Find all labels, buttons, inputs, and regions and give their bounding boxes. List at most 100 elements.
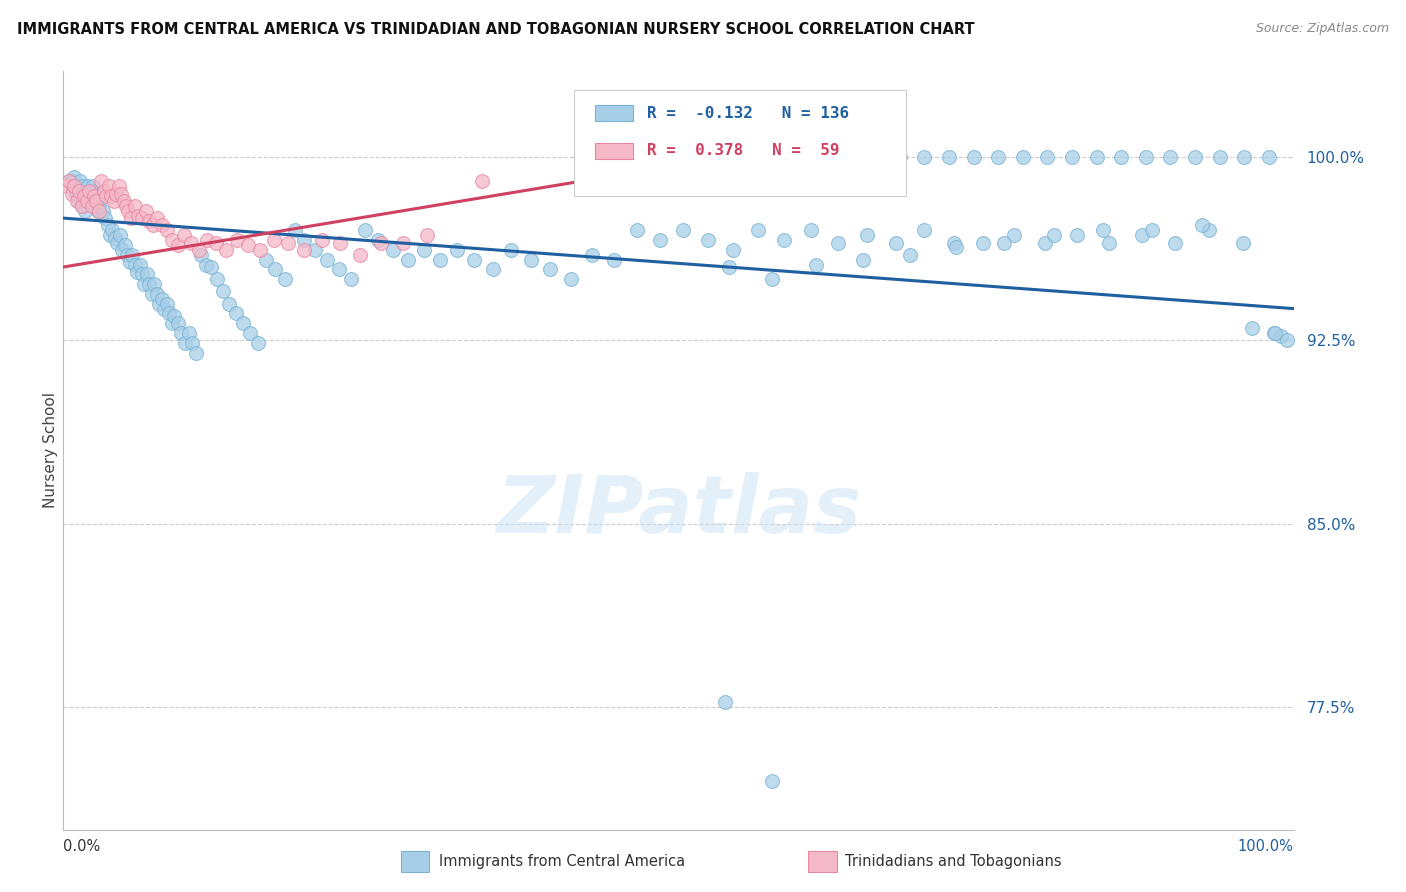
Point <box>67 189 90 203</box>
Point <box>914 150 936 164</box>
Point <box>105 186 128 201</box>
Point <box>181 335 204 350</box>
Point <box>914 223 936 237</box>
Point <box>1277 334 1299 348</box>
Point <box>1270 328 1292 343</box>
Point <box>205 235 228 250</box>
Point <box>249 243 271 257</box>
Point <box>143 277 166 292</box>
Point <box>264 262 287 277</box>
Point <box>76 179 98 194</box>
Text: 0.0%: 0.0% <box>63 839 100 855</box>
Point <box>117 203 139 218</box>
Point <box>120 211 142 226</box>
Point <box>77 186 100 201</box>
Point <box>277 235 299 250</box>
Point <box>761 773 783 788</box>
Point <box>87 203 110 218</box>
Point <box>1264 326 1286 340</box>
Point <box>1184 150 1206 164</box>
Point <box>1012 150 1035 164</box>
Point <box>69 174 91 188</box>
Point <box>349 248 371 262</box>
Point <box>73 186 96 201</box>
Point <box>83 189 105 203</box>
Point <box>80 199 103 213</box>
Point <box>214 243 236 257</box>
Point <box>98 228 121 243</box>
Point <box>200 260 222 274</box>
Point <box>150 219 173 233</box>
Point <box>328 262 350 277</box>
Point <box>993 235 1015 250</box>
Point <box>765 153 787 167</box>
Point <box>370 235 392 250</box>
Point <box>66 194 89 208</box>
Point <box>96 219 118 233</box>
Point <box>86 194 108 208</box>
Point <box>66 179 89 194</box>
Bar <box>595 143 633 160</box>
Point <box>124 258 146 272</box>
Point <box>1263 326 1285 340</box>
Text: Source: ZipAtlas.com: Source: ZipAtlas.com <box>1256 22 1389 36</box>
Point <box>186 345 208 359</box>
Point <box>815 150 838 164</box>
Point <box>1160 150 1182 164</box>
Point <box>138 277 160 292</box>
Point <box>138 213 160 227</box>
Point <box>804 258 827 272</box>
Point <box>292 233 315 247</box>
Point <box>1033 235 1056 250</box>
Point <box>1164 235 1187 250</box>
Point <box>148 296 170 310</box>
Point <box>56 179 79 194</box>
Point <box>72 179 94 194</box>
Point <box>58 174 80 188</box>
Point <box>84 199 107 213</box>
Point <box>239 326 262 340</box>
Point <box>581 248 603 262</box>
Point <box>80 184 103 198</box>
Text: R =  -0.132   N = 136: R = -0.132 N = 136 <box>647 105 849 120</box>
Point <box>160 233 183 247</box>
Point <box>412 243 434 257</box>
Point <box>697 233 720 247</box>
Point <box>73 189 96 203</box>
Point <box>827 235 849 250</box>
Point <box>146 287 169 301</box>
Point <box>141 287 163 301</box>
Point <box>155 223 177 237</box>
Point <box>1208 150 1232 164</box>
Point <box>97 179 120 194</box>
Point <box>790 150 813 164</box>
Point <box>110 186 132 201</box>
Point <box>942 235 965 250</box>
Text: 100.0%: 100.0% <box>1237 839 1294 855</box>
Point <box>225 306 247 320</box>
Point <box>70 199 93 213</box>
Point <box>672 223 695 237</box>
Point <box>1140 223 1163 237</box>
Text: R =  0.378   N =  59: R = 0.378 N = 59 <box>647 144 839 159</box>
Point <box>540 262 562 277</box>
Point <box>236 238 259 252</box>
Point <box>232 316 254 330</box>
Point <box>391 235 415 250</box>
Point <box>195 233 218 247</box>
Point <box>79 189 101 203</box>
Point <box>889 150 911 164</box>
Point <box>87 203 110 218</box>
Point <box>446 243 468 257</box>
Point <box>115 199 138 213</box>
Point <box>90 174 112 188</box>
Point <box>938 150 960 164</box>
Point <box>463 252 485 267</box>
Point <box>82 179 104 194</box>
Point <box>174 335 197 350</box>
Point <box>212 285 235 299</box>
Point <box>481 262 503 277</box>
Point <box>104 230 127 244</box>
Point <box>626 223 648 237</box>
Point <box>121 248 143 262</box>
